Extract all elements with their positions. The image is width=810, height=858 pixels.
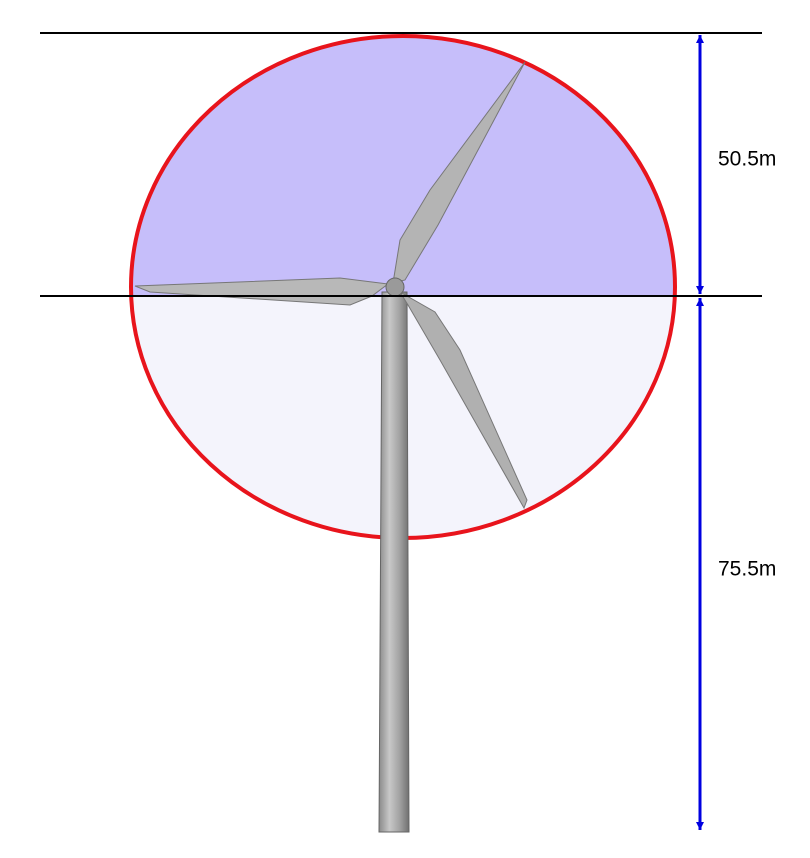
tower	[379, 292, 409, 832]
page: 50.5m 75.5m (() => { const data = JSON.p…	[0, 0, 810, 858]
diagram: 50.5m 75.5m	[0, 0, 810, 858]
hub	[386, 278, 404, 296]
dimension-label: 50.5m	[718, 148, 776, 171]
dimension-label: 75.5m	[718, 558, 776, 581]
